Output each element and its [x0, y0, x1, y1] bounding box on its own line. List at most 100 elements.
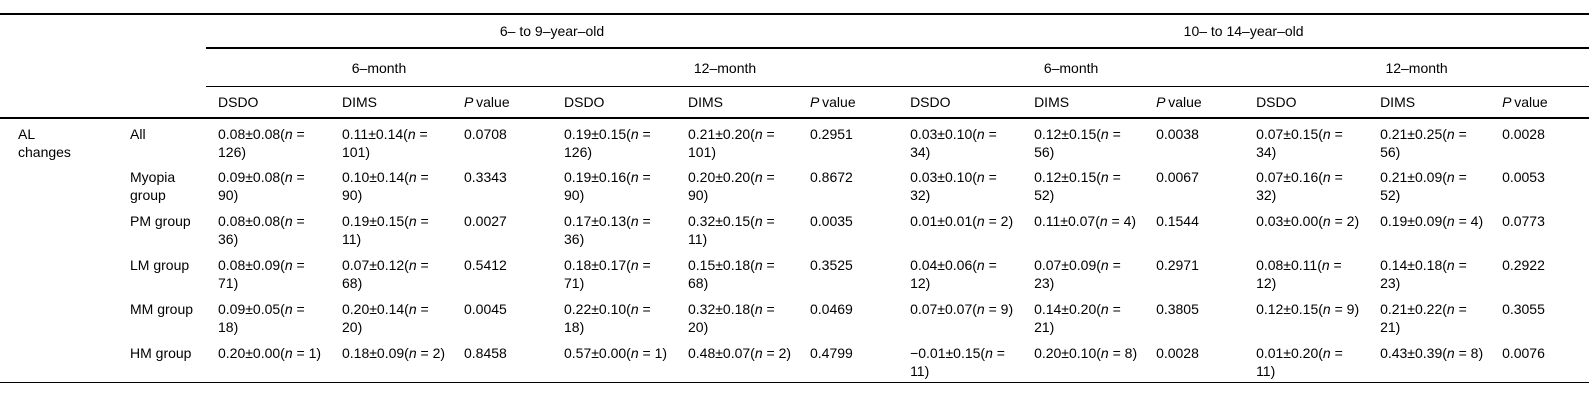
column-header: DSDO	[206, 86, 330, 119]
table-row: LM group 0.08±0.09(n = 71) 0.07±0.12(n = 6…	[0, 250, 1589, 294]
value-cell: 0.20±0.20(n = 90)	[688, 169, 775, 203]
value-cell: 0.0035	[810, 213, 853, 229]
group-label: All	[130, 126, 146, 142]
age-group-header-row: 6– to 9–year–old 10– to 14–year–old	[0, 13, 1589, 49]
value-cell: 0.21±0.20(n = 101)	[688, 126, 775, 160]
value-cell: 0.3055	[1502, 301, 1545, 317]
value-cell: 0.11±0.14(n = 101)	[342, 126, 428, 160]
value-cell: 0.08±0.09(n = 71)	[218, 257, 305, 291]
value-cell: 0.03±0.10(n = 32)	[910, 169, 997, 203]
value-cell: 0.0708	[464, 126, 507, 142]
value-cell: 0.03±0.10(n = 34)	[910, 126, 997, 160]
value-cell: 0.0045	[464, 301, 507, 317]
table-row: HM group 0.20±0.00(n = 1) 0.18±0.09(n = 2)…	[0, 338, 1589, 383]
period-header-12month: 12–month	[552, 48, 899, 87]
column-header: DSDO	[552, 86, 676, 119]
value-cell: 0.14±0.18(n = 23)	[1380, 257, 1467, 291]
value-cell: 0.0773	[1502, 213, 1545, 229]
value-cell: 0.07±0.07(n = 9)	[910, 301, 1014, 317]
column-header: DSDO	[1244, 86, 1369, 119]
value-cell: 0.04±0.06(n = 12)	[910, 257, 997, 291]
value-cell: 0.18±0.09(n = 2)	[330, 338, 452, 383]
value-cell: 0.11±0.07(n = 4)	[1034, 213, 1137, 229]
value-cell: 0.10±0.14(n = 90)	[342, 169, 429, 203]
value-cell: 0.07±0.15(n = 34)	[1256, 126, 1343, 160]
column-header: P value	[1144, 86, 1245, 119]
section-label: AL changes	[18, 126, 71, 160]
age-group-header-10-14: 10– to 14–year–old	[898, 13, 1589, 49]
value-cell: 0.17±0.13(n = 36)	[564, 213, 651, 247]
period-header-row: 6–month 12–month 6–month 12–month	[0, 48, 1589, 87]
table-body: AL changes All 0.08±0.08(n = 126) 0.11±0.14…	[0, 118, 1589, 383]
value-cell: 0.4799	[798, 338, 899, 383]
section-label	[0, 206, 112, 250]
measure-header-blank	[112, 86, 206, 119]
value-cell: 0.32±0.18(n = 20)	[688, 301, 775, 335]
value-cell: 0.01±0.01(n = 2)	[910, 213, 1014, 229]
value-cell: 0.21±0.25(n = 56)	[1380, 126, 1467, 160]
value-cell: 0.0053	[1502, 169, 1545, 185]
value-cell: 0.20±0.00(n = 1)	[206, 338, 330, 383]
value-cell: −0.01±0.15(n = 11)	[898, 338, 1023, 383]
header-corner-blank	[0, 13, 206, 48]
value-cell: 0.19±0.09(n = 4)	[1380, 213, 1484, 229]
value-cell: 0.0028	[1502, 126, 1545, 142]
value-cell: 0.12±0.15(n = 52)	[1034, 169, 1121, 203]
section-label	[0, 162, 112, 206]
section-label	[0, 294, 112, 338]
value-cell: 0.09±0.08(n = 90)	[218, 169, 305, 203]
value-cell: 0.20±0.14(n = 20)	[342, 301, 429, 335]
table-row: MM group 0.09±0.05(n = 18) 0.20±0.14(n = 2…	[0, 294, 1589, 338]
column-header: DIMS	[1368, 86, 1491, 119]
group-label: LM group	[130, 257, 190, 273]
value-cell: 0.8672	[810, 169, 853, 185]
value-cell: 0.2951	[810, 126, 853, 142]
value-cell: 0.08±0.08(n = 36)	[218, 213, 305, 247]
group-label: HM group	[112, 338, 206, 383]
value-cell: 0.03±0.00(n = 2)	[1256, 213, 1360, 229]
value-cell: 0.48±0.07(n = 2)	[676, 338, 798, 383]
value-cell: 0.2971	[1156, 257, 1199, 273]
value-cell: 0.19±0.15(n = 11)	[342, 213, 429, 247]
table-row: Myopia group 0.09±0.08(n = 90) 0.10±0.14(n…	[0, 162, 1589, 206]
section-label	[0, 338, 112, 383]
value-cell: 0.0038	[1156, 126, 1199, 142]
value-cell: 0.57±0.00(n = 1)	[552, 338, 676, 383]
header-blank	[0, 48, 206, 87]
value-cell: 0.8458	[452, 338, 552, 383]
value-cell: 0.5412	[464, 257, 507, 273]
value-cell: 0.3805	[1156, 301, 1199, 317]
table-header: 6– to 9–year–old 10– to 14–year–old 6–mo…	[0, 13, 1589, 119]
column-header: P value	[798, 86, 899, 119]
value-cell: 0.01±0.20(n = 11)	[1244, 338, 1369, 383]
value-cell: 0.14±0.20(n = 21)	[1034, 301, 1121, 335]
value-cell: 0.2922	[1502, 257, 1545, 273]
column-header: DSDO	[898, 86, 1023, 119]
value-cell: 0.0076	[1490, 338, 1589, 383]
column-header: DIMS	[330, 86, 452, 119]
paper-table-figure: 6– to 9–year–old 10– to 14–year–old 6–mo…	[0, 13, 1589, 383]
column-header: DIMS	[1022, 86, 1145, 119]
value-cell: 0.43±0.39(n = 8)	[1368, 338, 1491, 383]
value-cell: 0.07±0.16(n = 32)	[1256, 169, 1343, 203]
value-cell: 0.20±0.10(n = 8)	[1022, 338, 1145, 383]
value-cell: 0.08±0.11(n = 12)	[1256, 257, 1342, 291]
value-cell: 0.1544	[1156, 213, 1199, 229]
value-cell: 0.0028	[1144, 338, 1245, 383]
value-cell: 0.32±0.15(n = 11)	[688, 213, 775, 247]
measure-header-row: DSDO DIMS P value DSDO DIMS P value DSDO…	[0, 86, 1589, 119]
group-label: MM group	[130, 301, 194, 317]
section-label	[0, 250, 112, 294]
value-cell: 0.22±0.10(n = 18)	[564, 301, 651, 335]
table-row: AL changes All 0.08±0.08(n = 126) 0.11±0.14…	[0, 118, 1589, 162]
group-label: Myopia group	[130, 169, 176, 203]
results-table: 6– to 9–year–old 10– to 14–year–old 6–mo…	[0, 13, 1589, 383]
value-cell: 0.21±0.22(n = 21)	[1380, 301, 1467, 335]
value-cell: 0.21±0.09(n = 52)	[1380, 169, 1467, 203]
period-header-12month: 12–month	[1244, 48, 1589, 87]
value-cell: 0.0067	[1156, 169, 1199, 185]
period-header-6month: 6–month	[206, 48, 552, 87]
value-cell: 0.12±0.15(n = 56)	[1034, 126, 1121, 160]
group-label: PM group	[130, 213, 191, 229]
column-header: P value	[452, 86, 552, 119]
